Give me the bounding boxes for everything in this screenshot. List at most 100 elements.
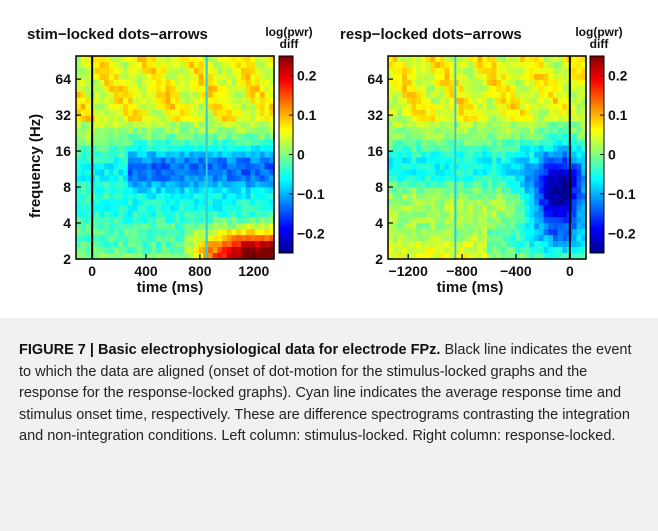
heatmap-cell — [156, 145, 162, 153]
heatmap-cell — [397, 121, 403, 129]
heatmap-cell — [581, 109, 587, 117]
heatmap-cell — [217, 175, 223, 182]
heatmap-cell — [439, 199, 446, 206]
heatmap-cell — [576, 229, 582, 236]
heatmap-cell — [236, 79, 242, 87]
heatmap-cell — [402, 139, 408, 147]
heatmap-cell — [581, 91, 587, 99]
heatmap-cell — [198, 247, 204, 254]
heatmap-cell — [392, 79, 399, 87]
heatmap-cell — [463, 139, 469, 147]
heatmap-cell — [259, 103, 266, 111]
heatmap-cell — [146, 157, 153, 165]
heatmap-cell — [529, 199, 535, 206]
heatmap-cell — [439, 115, 446, 123]
heatmap-cell — [553, 61, 559, 69]
heatmap-cell — [505, 247, 512, 254]
heatmap-cell — [151, 181, 157, 188]
heatmap-cell — [397, 253, 403, 260]
heatmap-cell — [269, 121, 275, 129]
heatmap-cell — [581, 151, 587, 159]
heatmap-cell — [208, 229, 214, 236]
heatmap-cell — [553, 247, 559, 254]
heatmap-cell — [472, 205, 479, 212]
heatmap-cell — [416, 97, 422, 105]
heatmap-cell — [421, 217, 427, 224]
heatmap-cell — [416, 67, 422, 75]
heatmap-cell — [146, 115, 153, 123]
heatmap-cell — [179, 103, 186, 111]
heatmap-cell — [255, 169, 261, 177]
heatmap-cell — [534, 56, 540, 63]
heatmap-cell — [85, 127, 91, 135]
heatmap-cell — [454, 199, 460, 206]
heatmap-cell — [80, 169, 87, 177]
heatmap-cell — [529, 56, 535, 63]
heatmap-cell — [217, 85, 223, 93]
heatmap-cell — [581, 193, 587, 200]
heatmap-cell — [557, 103, 564, 111]
heatmap-cell — [118, 187, 124, 194]
heatmap-cell — [269, 56, 275, 63]
heatmap-cell — [421, 241, 427, 248]
heatmap-cell — [151, 85, 157, 93]
heatmap-cell — [482, 56, 488, 63]
heatmap-cell — [458, 151, 465, 159]
heatmap-cell — [477, 175, 483, 182]
heatmap-cell — [241, 79, 247, 87]
heatmap-cell — [510, 211, 516, 218]
heatmap-cell — [482, 85, 488, 93]
heatmap-cell — [80, 79, 87, 87]
heatmap-cell — [397, 223, 403, 230]
heatmap-cell — [151, 217, 157, 224]
heatmap-cell — [94, 163, 101, 171]
heatmap-cell — [392, 241, 399, 248]
heatmap-cell — [175, 199, 181, 206]
heatmap-cell — [179, 133, 186, 141]
heatmap-cell — [160, 229, 167, 236]
heatmap-cell — [269, 91, 275, 99]
heatmap-cell — [402, 187, 408, 194]
heatmap-cell — [241, 115, 247, 123]
heatmap-cell — [127, 151, 134, 159]
heatmap-cell — [137, 91, 143, 99]
heatmap-cell — [505, 139, 512, 147]
heatmap-cell — [76, 241, 82, 248]
heatmap-cell — [491, 115, 498, 123]
heatmap-cell — [179, 211, 186, 218]
heatmap-cell — [113, 91, 120, 99]
heatmap-cell — [524, 193, 531, 200]
heatmap-cell — [482, 157, 488, 165]
heatmap-cell — [392, 73, 399, 81]
heatmap-cell — [520, 67, 526, 75]
heatmap-cell — [581, 199, 587, 206]
heatmap-cell — [482, 61, 488, 69]
heatmap-cell — [543, 253, 549, 260]
heatmap-cell — [444, 133, 450, 141]
heatmap-cell — [425, 151, 432, 159]
heatmap-cell — [132, 145, 138, 153]
heatmap-cell — [421, 97, 427, 105]
heatmap-cell — [259, 127, 266, 135]
heatmap-cell — [255, 223, 261, 230]
heatmap-cell — [397, 103, 403, 111]
heatmap-cell — [80, 127, 87, 135]
heatmap-cell — [226, 56, 233, 63]
heatmap-cell — [392, 133, 399, 141]
heatmap-cell — [170, 169, 176, 177]
heatmap-cell — [435, 241, 441, 248]
heatmap-cell — [118, 109, 124, 117]
heatmap-cell — [496, 97, 502, 105]
heatmap-cell — [524, 247, 531, 254]
heatmap-cell — [198, 139, 204, 147]
heatmap-cell — [529, 241, 535, 248]
heatmap-cell — [487, 121, 493, 129]
heatmap-cell — [496, 169, 502, 177]
heatmap-cell — [421, 199, 427, 206]
heatmap-cell — [520, 247, 526, 254]
heatmap-cell — [118, 175, 124, 182]
heatmap-cell — [118, 253, 124, 260]
heatmap-cell — [416, 133, 422, 141]
heatmap-cell — [264, 169, 270, 177]
heatmap-cell — [137, 217, 143, 224]
